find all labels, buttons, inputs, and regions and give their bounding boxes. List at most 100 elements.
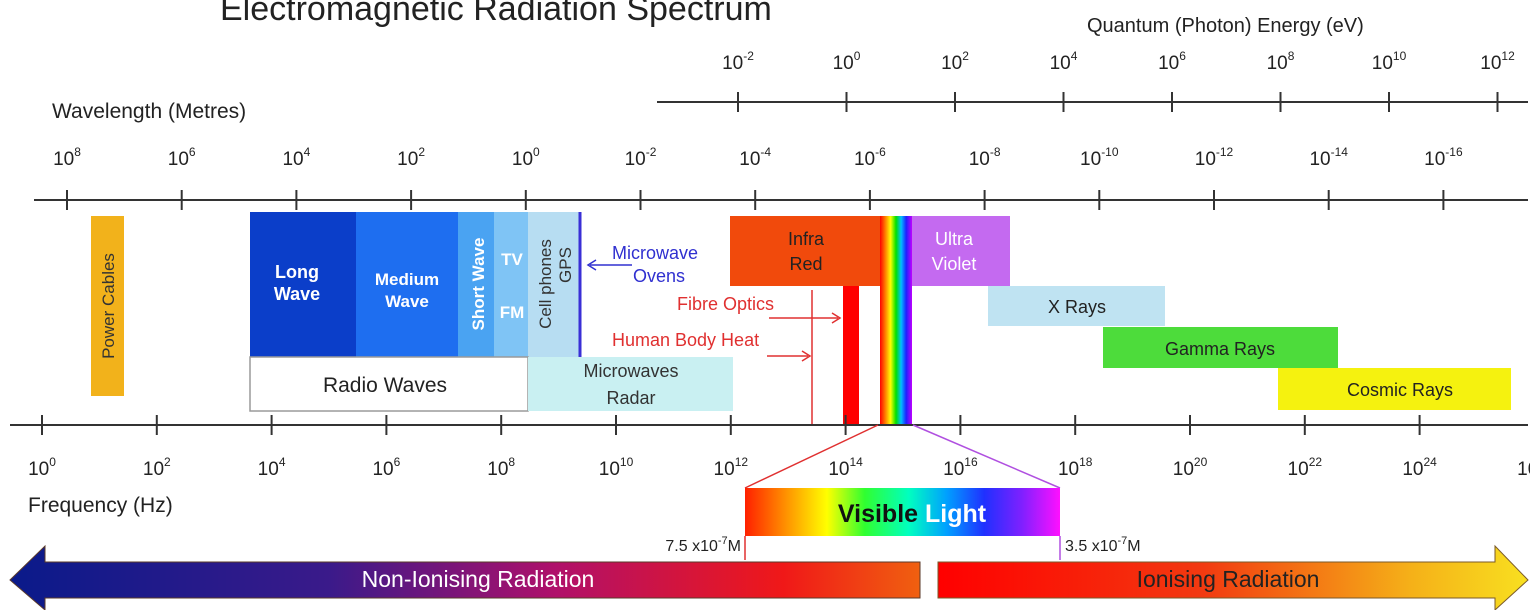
energy-tick-label: 1010 xyxy=(1372,49,1407,74)
frequency-tick-label: 108 xyxy=(487,455,515,480)
visible-light-label: Visible Light xyxy=(838,500,987,528)
microwaves-radar-band xyxy=(528,357,733,411)
wavelength-tick-exponent: -14 xyxy=(1331,145,1349,159)
wavelength-tick-base: 10 xyxy=(739,149,760,170)
medium-wave-label-line1: Medium xyxy=(375,270,439,289)
frequency-tick-label: 1020 xyxy=(1173,455,1208,480)
frequency-tick-exponent: 10 xyxy=(620,455,634,469)
visible-zoom-line-right xyxy=(912,424,1061,489)
frequency-tick-label: 1024 xyxy=(1402,455,1437,480)
gps-label: GPS xyxy=(556,247,575,283)
ultra-violet-label-line1: Ultra xyxy=(935,229,974,249)
wavelength-tick-base: 10 xyxy=(282,149,303,170)
infra-red-band xyxy=(730,216,880,286)
frequency-tick-base: 10 xyxy=(943,459,964,480)
frequency-tick-base: 10 xyxy=(599,459,620,480)
wavelength-tick-base: 10 xyxy=(1309,149,1330,170)
x-rays-label: X Rays xyxy=(1048,297,1106,317)
visible-light-expanded xyxy=(745,488,1060,536)
power-cables-band xyxy=(91,216,124,396)
frequency-tick-base: 10 xyxy=(828,459,849,480)
wavelength-tick-base: 10 xyxy=(397,149,418,170)
frequency-tick-label: 100 xyxy=(28,455,56,480)
wavelength-tick-base: 10 xyxy=(1080,149,1101,170)
frequency-tick-base: 10 xyxy=(28,459,49,480)
visible-light-label-part2: Light xyxy=(925,500,987,528)
medium-wave-band xyxy=(356,212,458,357)
wavelength-tick-label: 10-10 xyxy=(1080,145,1119,170)
wavelength-tick-label: 10-6 xyxy=(854,145,886,170)
wavelength-tick-exponent: 4 xyxy=(304,145,311,159)
wavelength-tick-label: 10-14 xyxy=(1309,145,1348,170)
wavelength-tick-label: 102 xyxy=(397,145,425,170)
long-wave-label-line2: Wave xyxy=(274,284,320,304)
frequency-tick-label: 1026 xyxy=(1517,455,1530,480)
frequency-tick-exponent: 18 xyxy=(1079,455,1093,469)
non-ionising-label: Non-Ionising Radiation xyxy=(362,566,595,592)
tv-label: TV xyxy=(501,250,523,269)
energy-tick-base: 10 xyxy=(1480,53,1501,74)
cosmic-rays-label: Cosmic Rays xyxy=(1347,380,1453,400)
microwaves-label: Microwaves xyxy=(583,361,678,381)
energy-tick-exponent: 8 xyxy=(1288,49,1295,63)
frequency-tick-base: 10 xyxy=(1288,459,1309,480)
fibre-optics-arrowhead xyxy=(831,312,842,324)
wavelength-tick-base: 10 xyxy=(512,149,533,170)
visible-right-wavelength-base: 3.5 x10 xyxy=(1065,538,1118,555)
visible-zoom-line-left xyxy=(744,424,879,489)
wavelength-tick-exponent: -8 xyxy=(990,145,1001,159)
energy-tick-base: 10 xyxy=(1050,53,1071,74)
frequency-tick-base: 10 xyxy=(258,459,279,480)
frequency-tick-label: 1018 xyxy=(1058,455,1093,480)
frequency-tick-base: 10 xyxy=(1058,459,1079,480)
frequency-axis-ticks: 100 102 104 106 108 1010 1012 1014 1016 1018 1020 1… xyxy=(28,415,1530,480)
frequency-tick-exponent: 2 xyxy=(164,455,171,469)
visible-left-wavelength-base: 7.5 x10 xyxy=(665,538,718,555)
wavelength-tick-exponent: 6 xyxy=(189,145,196,159)
radar-label: Radar xyxy=(606,388,655,408)
energy-tick-exponent: 12 xyxy=(1501,49,1515,63)
frequency-tick-base: 10 xyxy=(1517,459,1530,480)
energy-tick-exponent: 10 xyxy=(1393,49,1407,63)
frequency-tick-base: 10 xyxy=(1173,459,1194,480)
frequency-tick-base: 10 xyxy=(372,459,393,480)
ionising-label: Ionising Radiation xyxy=(1137,566,1320,592)
wavelength-tick-label: 100 xyxy=(512,145,540,170)
wavelength-tick-base: 10 xyxy=(854,149,875,170)
short-wave-label: Short Wave xyxy=(469,238,488,331)
visible-light-label-part1: Visible xyxy=(838,500,925,528)
wavelength-tick-label: 10-2 xyxy=(625,145,657,170)
microwave-ovens-arrowhead xyxy=(586,259,597,271)
energy-tick-base: 10 xyxy=(1372,53,1393,74)
frequency-tick-exponent: 24 xyxy=(1423,455,1437,469)
long-wave-label-line1: Long xyxy=(275,262,319,282)
wavelength-tick-label: 108 xyxy=(53,145,81,170)
energy-tick-base: 10 xyxy=(941,53,962,74)
frequency-tick-exponent: 4 xyxy=(279,455,286,469)
short-wave-band xyxy=(458,212,494,357)
power-cables-label: Power Cables xyxy=(99,253,118,359)
wavelength-tick-exponent: -2 xyxy=(646,145,657,159)
x-rays-band xyxy=(988,286,1165,326)
human-body-heat-label: Human Body Heat xyxy=(612,330,759,350)
infra-red-label-line2: Red xyxy=(789,254,822,274)
energy-tick-label: 102 xyxy=(941,49,969,74)
visible-left-wavelength: 7.5 x10-7M xyxy=(665,535,741,555)
cell-phones-label: Cell phones xyxy=(536,239,555,329)
energy-axis-ticks: 10-2 100 102 104 106 108 1010 1012 xyxy=(722,49,1515,112)
wavelength-tick-exponent: 2 xyxy=(418,145,425,159)
energy-tick-base: 10 xyxy=(1158,53,1179,74)
visible-left-wavelength-unit: M xyxy=(728,538,741,555)
frequency-tick-label: 106 xyxy=(372,455,400,480)
frequency-tick-label: 1016 xyxy=(943,455,978,480)
frequency-tick-base: 10 xyxy=(487,459,508,480)
cosmic-rays-band xyxy=(1278,368,1511,410)
wavelength-tick-exponent: -16 xyxy=(1445,145,1463,159)
fibre-optics-bar xyxy=(843,286,859,424)
wavelength-tick-base: 10 xyxy=(53,149,74,170)
energy-tick-label: 100 xyxy=(833,49,861,74)
frequency-tick-exponent: 12 xyxy=(735,455,749,469)
frequency-axis-label: Frequency (Hz) xyxy=(28,494,173,517)
non-ionising-arrow xyxy=(9,544,921,610)
wavelength-tick-exponent: 8 xyxy=(74,145,81,159)
